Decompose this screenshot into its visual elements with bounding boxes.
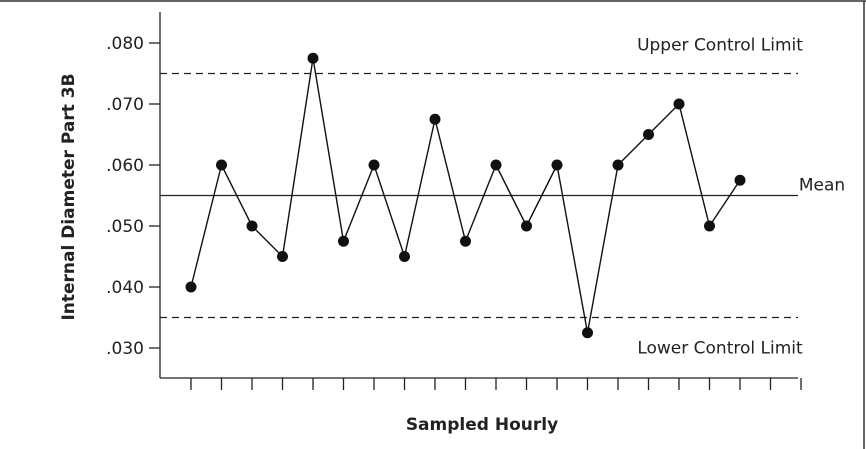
- data-point: [643, 129, 654, 140]
- data-point: [582, 327, 593, 339]
- y-tick-group: .080 .070 .060 .050 .040 .030: [106, 34, 160, 359]
- data-point: [429, 113, 441, 125]
- data-point: [734, 174, 746, 186]
- x-tick-group: [190, 378, 802, 390]
- data-point: [673, 98, 685, 110]
- data-point: [551, 159, 563, 171]
- y-tick-label: .050: [106, 217, 144, 237]
- data-point: [612, 159, 624, 171]
- x-axis-title: Sampled Hourly: [406, 415, 558, 435]
- y-tick-label: .030: [106, 339, 144, 359]
- data-point: [399, 251, 410, 262]
- data-point: [704, 220, 715, 232]
- data-point: [246, 220, 258, 232]
- data-point: [521, 220, 532, 232]
- ucl-label: Upper Control Limit: [637, 36, 803, 56]
- lcl-label: Lower Control Limit: [637, 339, 803, 359]
- data-series-group: [185, 52, 746, 339]
- data-point: [338, 235, 349, 247]
- data-point: [490, 159, 502, 171]
- y-tick-label: .040: [106, 278, 144, 298]
- data-point: [185, 281, 197, 293]
- data-point: [307, 52, 319, 64]
- y-tick-label: .060: [106, 156, 144, 176]
- y-tick-label: .080: [106, 34, 144, 54]
- reference-line-group: Upper Control Limit Mean Lower Control Lim…: [160, 36, 845, 359]
- data-point: [460, 235, 471, 247]
- data-point: [277, 251, 288, 262]
- y-axis-title: Internal Diameter Part 3B: [59, 73, 79, 320]
- mean-label: Mean: [799, 176, 845, 196]
- data-point: [216, 159, 227, 171]
- y-tick-label: .070: [106, 95, 144, 115]
- data-point: [368, 159, 380, 171]
